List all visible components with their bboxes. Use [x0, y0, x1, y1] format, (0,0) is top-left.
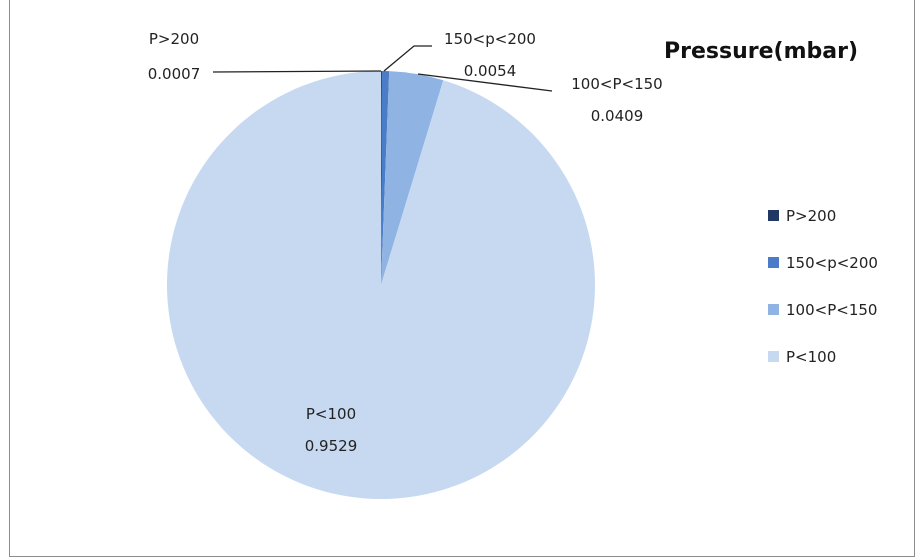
legend-swatch-3	[768, 304, 779, 315]
leader-line-3	[417, 73, 553, 92]
data-label-category-3: 100<P<150	[571, 75, 662, 93]
data-label-category-1: P>200	[149, 30, 199, 48]
pie-slice-3	[381, 71, 444, 285]
data-label-value-1: 0.0007	[148, 65, 201, 83]
legend-swatch-2	[768, 257, 779, 268]
pie-slice-4	[166, 71, 595, 499]
leader-line-2	[383, 45, 432, 72]
legend-swatch-4	[768, 351, 779, 362]
chart-title: Pressure(mbar)	[664, 39, 858, 64]
leader-line-1	[212, 70, 382, 73]
pie-slice-2	[381, 71, 390, 285]
data-label-category-2: 150<p<200	[444, 30, 536, 48]
data-label-value-2: 0.0054	[464, 62, 517, 80]
legend-label-1: P>200	[786, 207, 836, 225]
legend-label-3: 100<P<150	[786, 301, 877, 319]
legend-label-2: 150<p<200	[786, 254, 878, 272]
legend: P>200 150<p<200 100<P<150 P<100	[768, 207, 878, 366]
legend-label-4: P<100	[786, 348, 836, 366]
legend-swatch-1	[768, 210, 779, 221]
data-label-value-3: 0.0409	[591, 107, 644, 125]
data-label-value-4: 0.9529	[305, 437, 358, 455]
pie-slice-1	[381, 70, 382, 285]
data-label-category-4: P<100	[306, 405, 356, 423]
